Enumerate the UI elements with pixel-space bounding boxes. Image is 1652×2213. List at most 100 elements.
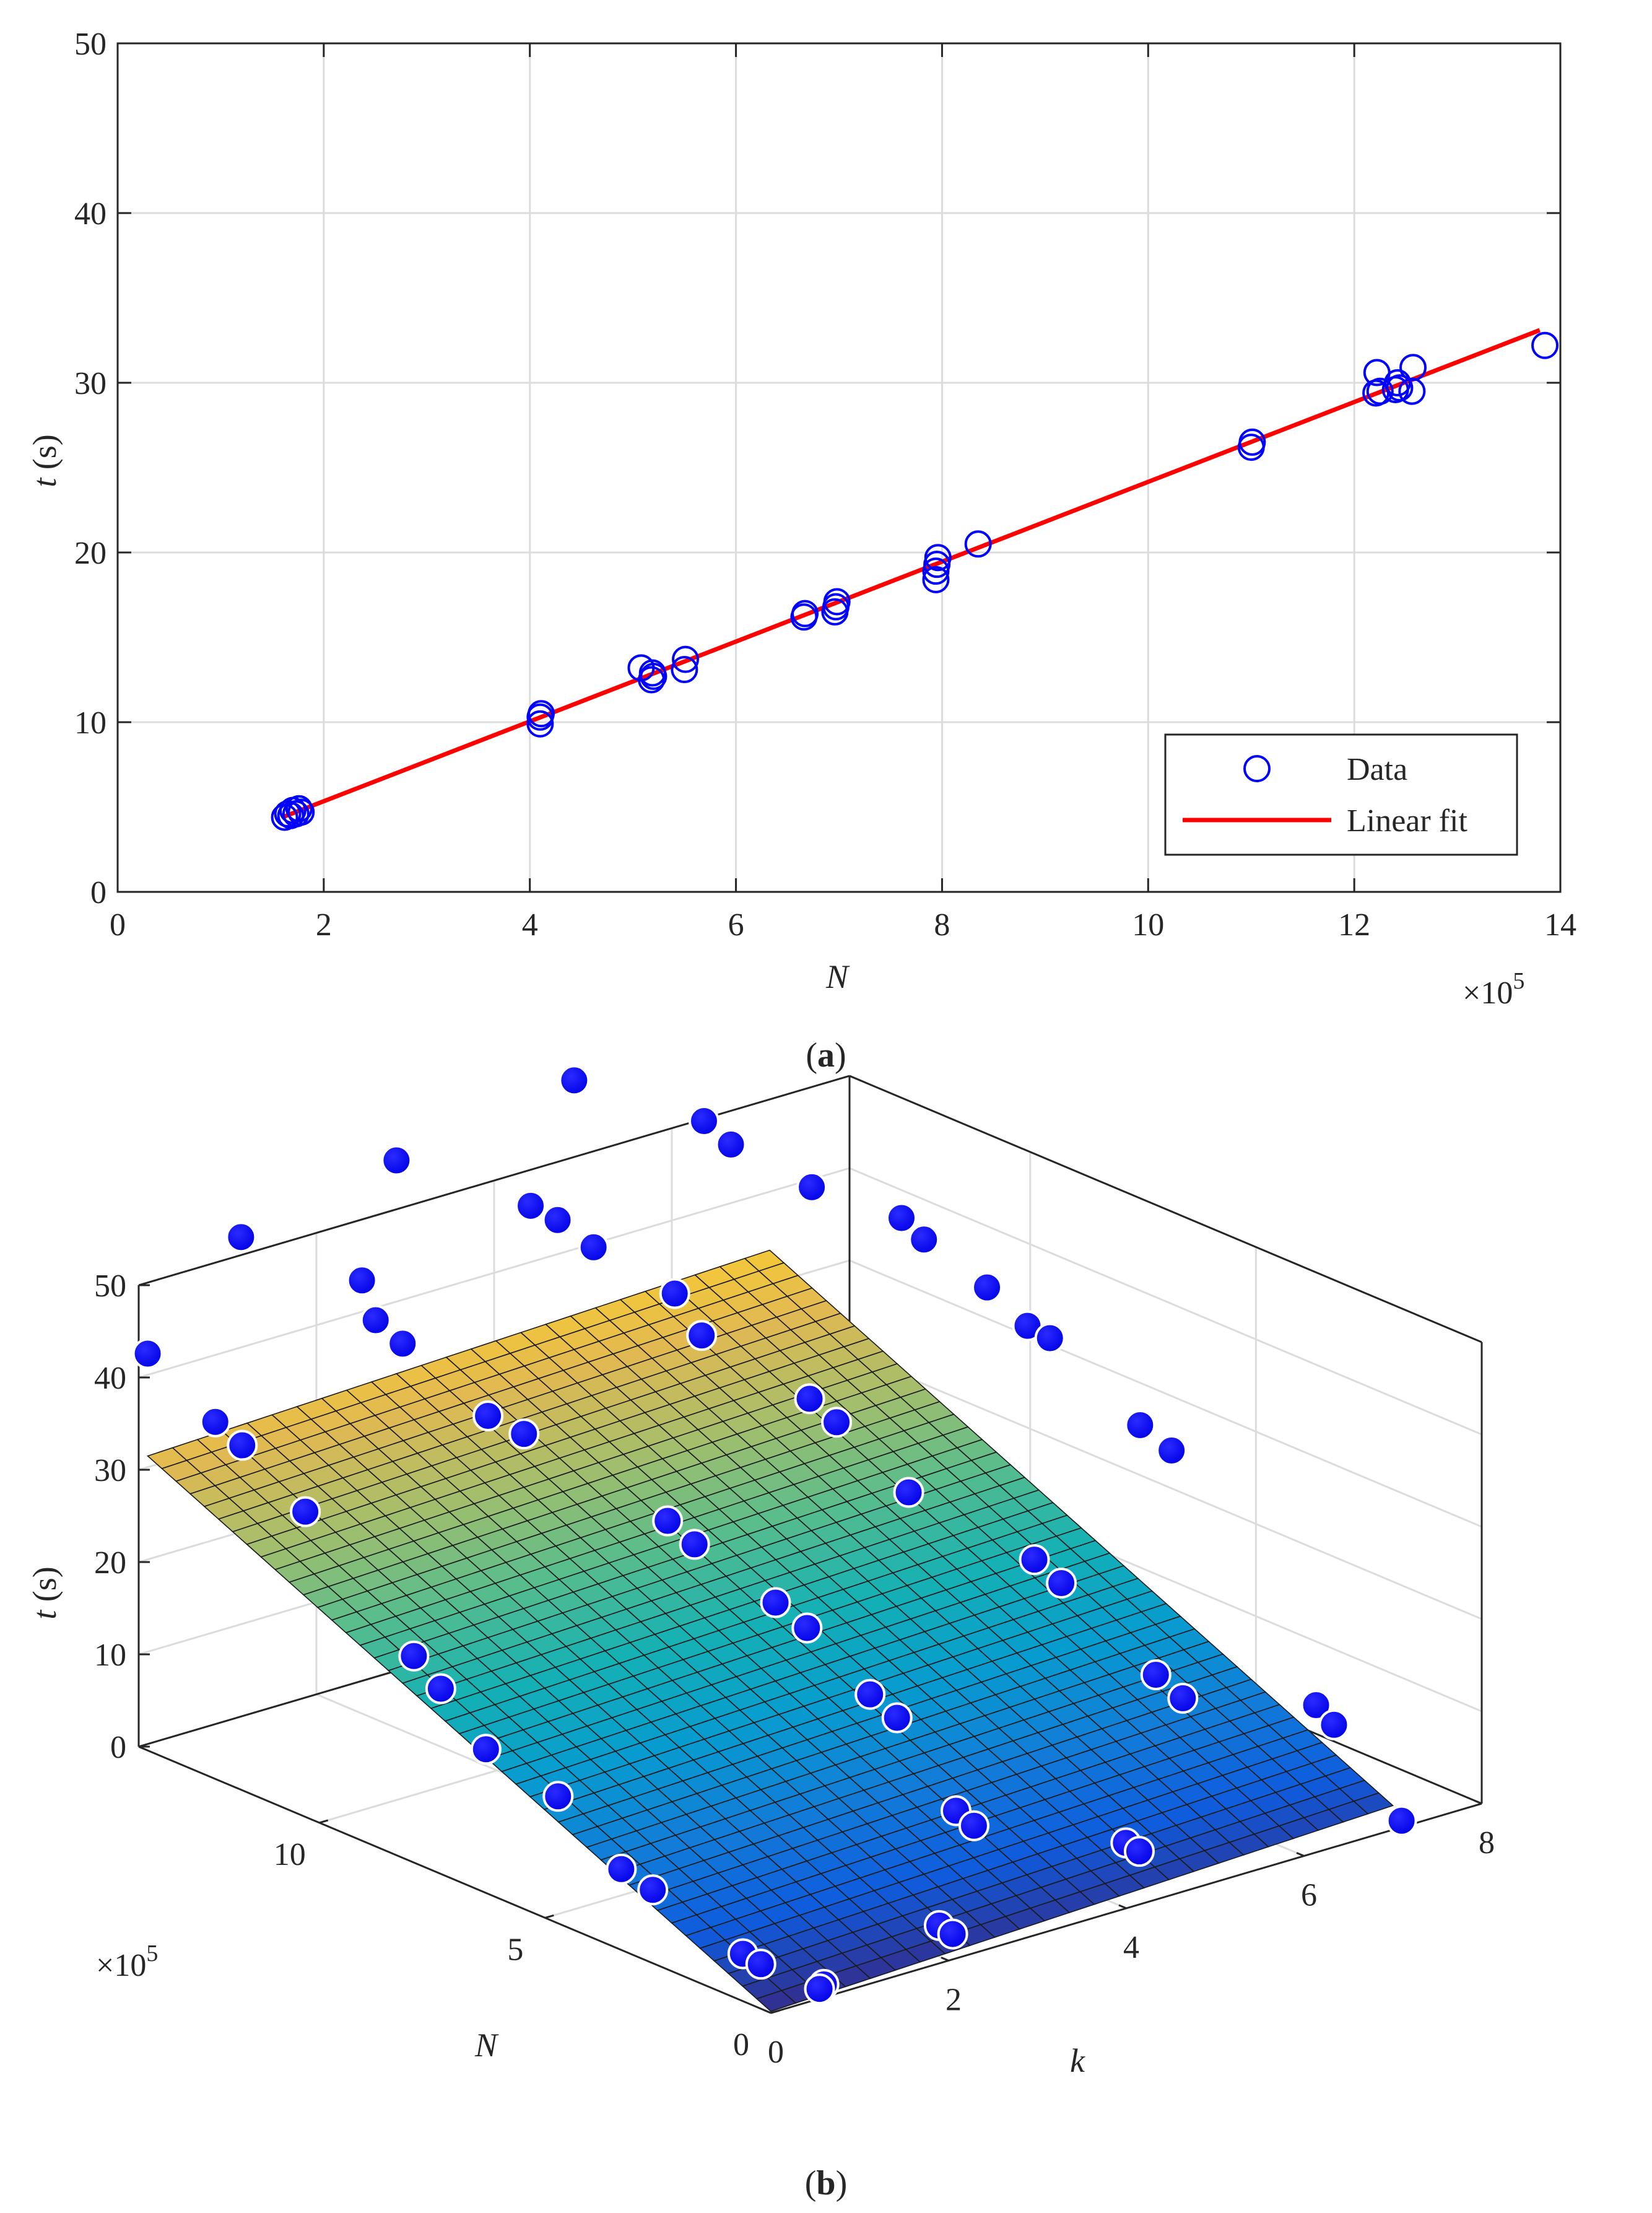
x-tick-label: 8 bbox=[934, 907, 950, 943]
box-edge bbox=[849, 1075, 1482, 1343]
data-point bbox=[964, 530, 992, 558]
data-point bbox=[1046, 1568, 1077, 1599]
data-point bbox=[515, 1190, 547, 1221]
data-point bbox=[679, 1529, 710, 1560]
data-point bbox=[791, 600, 819, 627]
y-tick-label: 30 bbox=[74, 366, 107, 401]
data-point bbox=[1140, 1659, 1172, 1691]
panel-a-plot-frame bbox=[116, 42, 1562, 893]
box-edge bbox=[138, 1075, 850, 1286]
data-point bbox=[285, 795, 313, 823]
legend-data-label: Data bbox=[1347, 752, 1407, 787]
data-point bbox=[1531, 331, 1559, 359]
k-tick bbox=[1118, 1904, 1127, 1910]
data-point bbox=[1167, 1682, 1199, 1714]
legend: Data Linear fit bbox=[1164, 733, 1518, 856]
data-point bbox=[854, 1678, 886, 1710]
data-point bbox=[1318, 1709, 1350, 1740]
legend-data-marker bbox=[1243, 755, 1271, 782]
z-tick-label: 30 bbox=[94, 1453, 126, 1488]
panel-b-k-axis-label: k bbox=[1070, 2042, 1085, 2079]
data-point bbox=[470, 1734, 502, 1765]
data-point bbox=[745, 1949, 776, 1980]
data-point bbox=[760, 1587, 791, 1618]
data-point bbox=[908, 1224, 940, 1255]
data-point bbox=[225, 1221, 257, 1253]
panel-a-chart: 0 2 4 6 8 10 12 14 0 10 20 30 40 50 N ×105 t (s) Dat… bbox=[26, 27, 1576, 1075]
data-point bbox=[528, 700, 555, 728]
data-point bbox=[924, 544, 952, 572]
x-tick-label: 4 bbox=[522, 907, 538, 943]
data-point bbox=[1034, 1322, 1066, 1354]
k-tick bbox=[1474, 1799, 1482, 1805]
data-point bbox=[578, 1231, 609, 1263]
x-tick-label: 12 bbox=[1338, 907, 1370, 943]
surface-patch bbox=[1352, 1792, 1394, 1815]
panel-b-chart: 0 2 4 6 8 0 5 10 0 10 20 30 40 50 k N ×105 t (s) (b) bbox=[26, 1065, 1495, 2202]
data-point bbox=[672, 645, 700, 673]
k-tick-label: 4 bbox=[1123, 1930, 1139, 1965]
z-tick-label: 50 bbox=[94, 1268, 126, 1304]
data-point bbox=[227, 1430, 258, 1461]
panel-b-t-axis-label: t (s) bbox=[26, 1566, 63, 1620]
data-point bbox=[972, 1272, 1003, 1303]
data-point bbox=[526, 710, 554, 738]
k-tick-label: 6 bbox=[1301, 1878, 1317, 1913]
data-point bbox=[823, 588, 851, 616]
n-tick-label: 0 bbox=[733, 2027, 749, 2062]
panel-a-x-exponent: ×105 bbox=[1463, 968, 1524, 1011]
panel-b-n-exponent: ×105 bbox=[96, 1940, 158, 1983]
k-tick-label: 2 bbox=[946, 1983, 962, 2018]
z-tick-label: 20 bbox=[94, 1545, 126, 1581]
panel-a-data-points bbox=[271, 331, 1559, 831]
data-point bbox=[640, 663, 667, 691]
data-point bbox=[381, 1145, 412, 1176]
data-point bbox=[398, 1640, 430, 1672]
n-tick bbox=[770, 2009, 780, 2014]
n-tick-label: 10 bbox=[274, 1837, 306, 1872]
data-point bbox=[1386, 374, 1414, 402]
n-tick bbox=[319, 1819, 329, 1824]
side-wall-gridline bbox=[849, 1167, 1482, 1436]
data-point bbox=[290, 1496, 321, 1527]
data-point bbox=[1300, 1690, 1332, 1721]
legend-box bbox=[1164, 733, 1518, 856]
data-point bbox=[287, 798, 315, 826]
data-point bbox=[1366, 377, 1394, 405]
data-point bbox=[794, 1383, 825, 1415]
panel-b-data-points bbox=[132, 1065, 1417, 2005]
data-point bbox=[559, 1065, 590, 1096]
y-tick-label: 50 bbox=[74, 27, 107, 62]
data-point bbox=[387, 1328, 419, 1360]
data-point bbox=[1156, 1434, 1188, 1466]
data-point bbox=[1386, 1805, 1417, 1836]
data-point bbox=[715, 1128, 747, 1160]
data-point bbox=[1019, 1544, 1050, 1576]
data-point bbox=[922, 565, 950, 593]
k-tick-label: 8 bbox=[1479, 1825, 1495, 1861]
data-point bbox=[1123, 1836, 1155, 1867]
data-point bbox=[791, 1612, 823, 1644]
x-tick-label: 6 bbox=[728, 907, 744, 943]
data-point bbox=[637, 1874, 669, 1906]
z-tick-label: 0 bbox=[110, 1730, 126, 1765]
data-point bbox=[199, 1406, 231, 1438]
x-tick-label: 2 bbox=[316, 907, 332, 943]
data-point bbox=[652, 1505, 684, 1537]
data-point bbox=[132, 1338, 163, 1369]
panel-b-caption: (b) bbox=[805, 2164, 847, 2202]
side-wall-gridline bbox=[849, 1351, 1482, 1620]
y-tick-label: 0 bbox=[90, 875, 107, 910]
data-point bbox=[804, 1973, 835, 2005]
data-point bbox=[885, 1202, 917, 1234]
k-tick-label: 0 bbox=[768, 2035, 784, 2070]
data-point bbox=[937, 1918, 968, 1950]
n-axis-line bbox=[138, 1745, 772, 2014]
panel-a-caption: (a) bbox=[806, 1036, 846, 1075]
legend-fit-label: Linear fit bbox=[1347, 803, 1467, 839]
n-tick-label: 5 bbox=[507, 1932, 523, 1967]
data-point bbox=[425, 1673, 456, 1704]
panel-b-tick-labels: 0 2 4 6 8 0 5 10 0 10 20 30 40 50 bbox=[94, 1268, 1495, 2070]
k-tick bbox=[763, 2009, 772, 2014]
data-point bbox=[346, 1265, 378, 1296]
